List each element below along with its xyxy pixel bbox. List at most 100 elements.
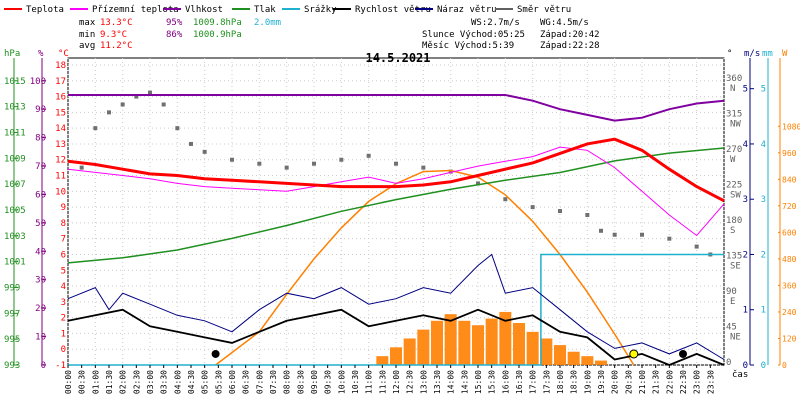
stats-block: max 13.3°C 95% 1009.8hPa 2.0mm min 9.3°C 86% 100… bbox=[79, 18, 281, 51]
temp-unit: °C bbox=[58, 49, 69, 59]
orange-bar bbox=[417, 329, 430, 365]
w-tick: 600 bbox=[782, 228, 797, 237]
x-axis-label: čas bbox=[732, 369, 748, 380]
orange-bar bbox=[376, 356, 389, 365]
mm-tick: 3 bbox=[761, 195, 766, 205]
wind-dir-point bbox=[79, 165, 84, 170]
orange-bar bbox=[581, 356, 594, 365]
mm-tick: 5 bbox=[761, 85, 766, 95]
temp-tick: 16 bbox=[55, 93, 66, 103]
orange-bar bbox=[554, 345, 566, 365]
wind-dir-point bbox=[599, 228, 603, 233]
wind-dir-point bbox=[161, 102, 166, 107]
wind-dir-point bbox=[230, 157, 234, 162]
x-tick-label: 03:00 bbox=[146, 370, 155, 394]
stats-humidity: 95% bbox=[166, 18, 183, 28]
x-tick-label: 18:30 bbox=[570, 370, 579, 394]
x-tick-label: 20:30 bbox=[624, 370, 633, 394]
w-tick: 1080 bbox=[782, 122, 800, 131]
pct-unit: % bbox=[38, 49, 44, 59]
wind-dir-point bbox=[93, 126, 98, 131]
plot-area bbox=[67, 57, 725, 366]
mm-tick: 4 bbox=[761, 140, 766, 150]
sunrise-marker bbox=[211, 349, 220, 358]
wind-dir-point bbox=[312, 161, 316, 166]
mm-tick: 1 bbox=[761, 306, 766, 316]
wind-dir-point bbox=[284, 165, 289, 170]
legend-label: Náraz větru bbox=[437, 5, 497, 15]
info-sunset: Západ:20:42 bbox=[540, 30, 600, 40]
dir-tick: 135 bbox=[726, 251, 742, 261]
temp-tick: 15 bbox=[55, 108, 66, 118]
hpa-tick: 1003 bbox=[4, 232, 26, 242]
dir-unit: ° bbox=[727, 49, 732, 59]
pct-tick: 60 bbox=[35, 190, 46, 200]
pct-tick: 70 bbox=[35, 162, 46, 172]
x-tick-label: 18:00 bbox=[556, 370, 565, 394]
wind-dir-point bbox=[257, 161, 262, 166]
stats-label: min bbox=[79, 30, 95, 40]
x-tick-label: 00:30 bbox=[78, 370, 87, 394]
mm-unit: mm bbox=[762, 49, 773, 59]
x-tick-label: 07:00 bbox=[255, 370, 264, 394]
x-tick-label: 04:00 bbox=[173, 370, 182, 394]
x-tick-label: 13:00 bbox=[419, 370, 428, 394]
hpa-tick: 1011 bbox=[4, 128, 26, 138]
hpa-tick: 993 bbox=[4, 361, 20, 371]
x-tick-label: 23:00 bbox=[693, 370, 702, 394]
x-tick-label: 05:00 bbox=[201, 370, 210, 394]
chart-legend: Teplota Přízemní teplota Vlhkost Tlak Srážky… bbox=[4, 5, 571, 15]
stats-rain: 2.0mm bbox=[254, 18, 281, 28]
temp-tick: -1 bbox=[55, 361, 66, 371]
wind-dir-point bbox=[640, 232, 644, 237]
info-ws: WS:2.7m/s bbox=[471, 18, 520, 28]
dir-cardinal: SE bbox=[730, 261, 741, 271]
pct-tick: 40 bbox=[35, 247, 46, 257]
w-tick: 840 bbox=[782, 175, 797, 184]
x-tick-label: 05:30 bbox=[214, 370, 223, 394]
dir-cardinal: SW bbox=[730, 190, 741, 200]
dir-tick: 315 bbox=[726, 109, 742, 119]
dir-tick: 0 bbox=[726, 358, 731, 368]
stats-humidity: 86% bbox=[166, 30, 183, 40]
dir-cardinal: N bbox=[730, 84, 735, 94]
hpa-tick: 999 bbox=[4, 283, 20, 293]
x-tick-label: 19:30 bbox=[597, 370, 606, 394]
wind-dir-point bbox=[503, 197, 508, 202]
x-tick-label: 22:00 bbox=[665, 370, 674, 394]
wind-dir-point bbox=[134, 94, 139, 99]
wind-dir-point bbox=[476, 181, 480, 186]
hpa-tick: 1015 bbox=[4, 77, 26, 87]
x-tick-label: 10:00 bbox=[337, 370, 346, 394]
wind-dir-point bbox=[421, 165, 426, 170]
x-tick-label: 02:00 bbox=[119, 370, 128, 394]
mm-tick: 2 bbox=[761, 250, 766, 260]
x-tick-label: 16:30 bbox=[515, 370, 524, 394]
dir-tick: 180 bbox=[726, 216, 742, 226]
ms-tick: 4 bbox=[743, 140, 748, 150]
right-axes: ° m/s mm W360N315NW270W225SW180S135SE90E45N… bbox=[726, 49, 800, 371]
stats-label: avg bbox=[79, 41, 95, 51]
x-tick-label: 08:30 bbox=[296, 370, 305, 394]
x-tick-label: 01:30 bbox=[105, 370, 114, 394]
w-tick: 0 bbox=[782, 361, 787, 370]
wind-dir-point bbox=[366, 153, 371, 158]
wind-dir-point bbox=[394, 161, 398, 166]
w-unit: W bbox=[782, 49, 788, 59]
dir-cardinal: NE bbox=[730, 332, 741, 342]
wind-dir-point bbox=[612, 232, 617, 237]
w-tick: 720 bbox=[782, 202, 797, 211]
ms-tick: 1 bbox=[743, 306, 748, 316]
pct-tick: 0 bbox=[41, 361, 46, 371]
x-tick-label: 14:30 bbox=[460, 370, 469, 394]
dir-tick: 270 bbox=[726, 145, 742, 155]
wind-dir-point bbox=[585, 213, 590, 217]
pct-tick: 100 bbox=[30, 77, 46, 87]
x-tick-label: 21:30 bbox=[652, 370, 661, 394]
stats-temp: 11.2°C bbox=[100, 41, 133, 51]
x-tick-label: 17:00 bbox=[529, 370, 538, 394]
hpa-tick: 995 bbox=[4, 335, 20, 345]
legend-label: Tlak bbox=[254, 5, 276, 15]
hpa-tick: 1007 bbox=[4, 180, 26, 190]
temp-tick: 3 bbox=[61, 298, 66, 308]
